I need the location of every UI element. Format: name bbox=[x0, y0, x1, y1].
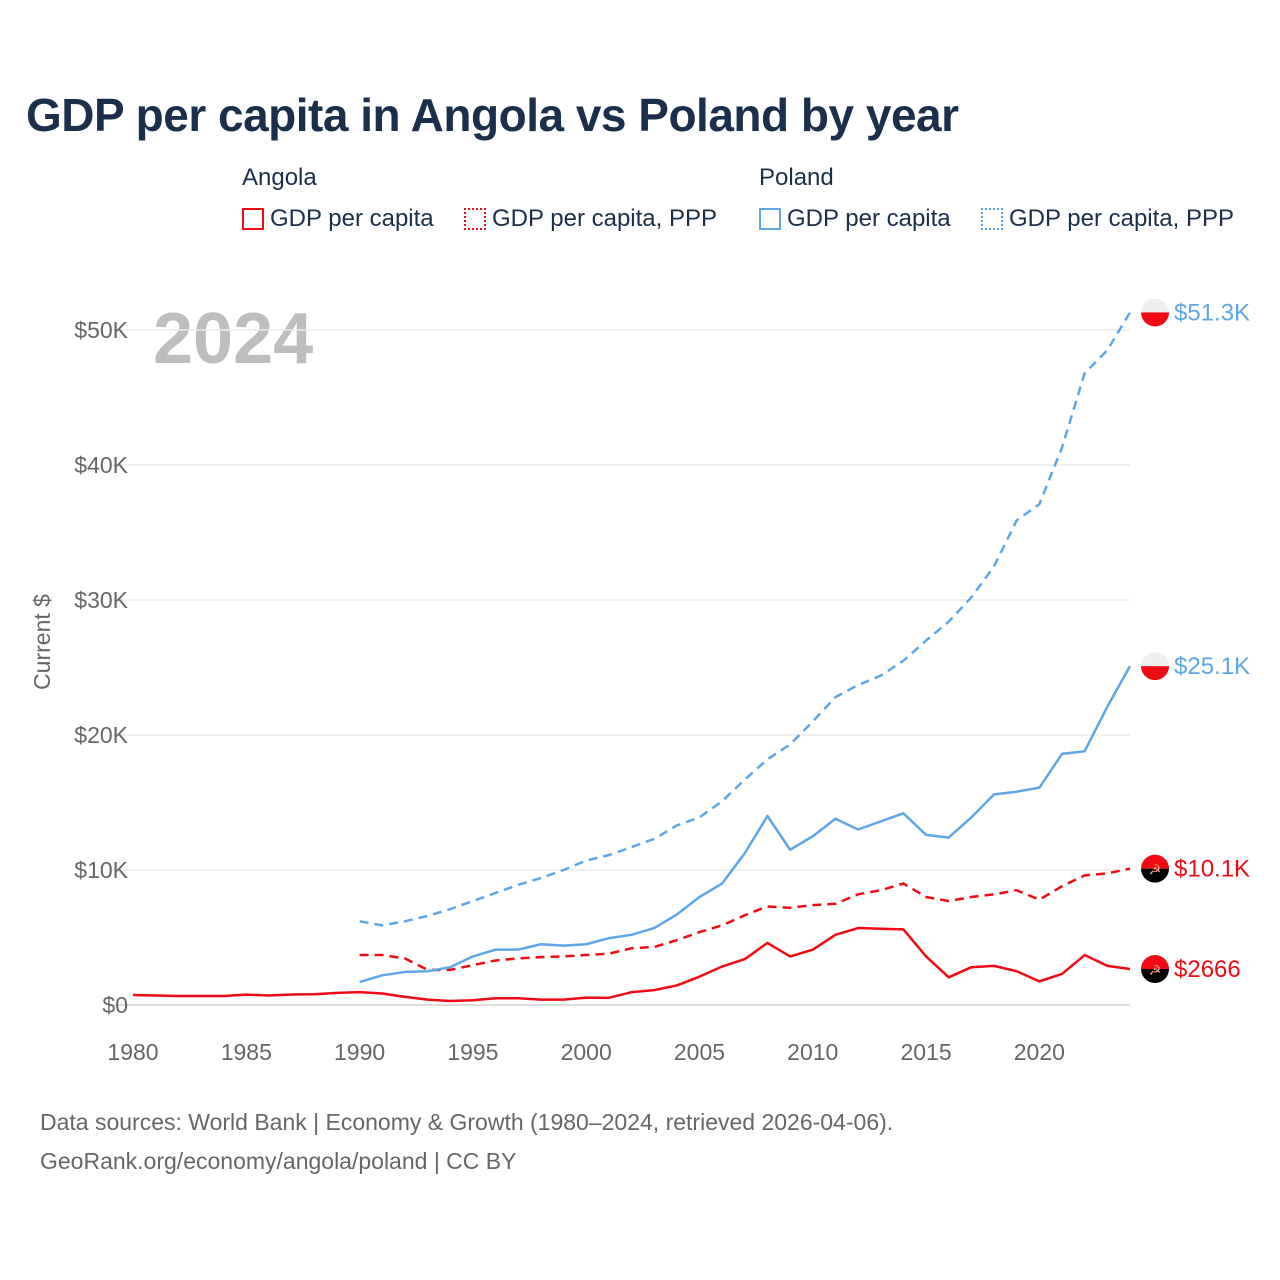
x-tick-label: 1980 bbox=[107, 1039, 158, 1065]
legend-poland-ppp[interactable]: GDP per capita, PPP bbox=[981, 205, 1234, 233]
legend-label: GDP per capita bbox=[787, 205, 951, 232]
legend-group-poland: Poland bbox=[759, 164, 834, 191]
legend-solid-swatch-icon bbox=[242, 208, 264, 230]
legend-label: GDP per capita bbox=[270, 205, 434, 232]
legend-solid-swatch-icon bbox=[759, 208, 781, 230]
x-tick-label: 1995 bbox=[447, 1039, 498, 1065]
x-tick-label: 1990 bbox=[334, 1039, 385, 1065]
legend-poland-gdp[interactable]: GDP per capita bbox=[759, 205, 951, 233]
end-value-label: $51.3K bbox=[1174, 299, 1250, 326]
y-tick-label: $40K bbox=[74, 452, 128, 478]
year-watermark: 2024 bbox=[153, 299, 313, 379]
y-tick-label: $20K bbox=[74, 722, 128, 748]
y-tick-label: $50K bbox=[74, 317, 128, 343]
x-tick-label: 2020 bbox=[1014, 1039, 1065, 1065]
end-value-label: $10.1K bbox=[1174, 856, 1250, 883]
legend-group-angola: Angola bbox=[242, 164, 317, 191]
y-tick-label: $30K bbox=[74, 587, 128, 613]
legend-angola-ppp[interactable]: GDP per capita, PPP bbox=[464, 205, 717, 233]
x-tick-label: 2005 bbox=[674, 1039, 725, 1065]
series-line-0 bbox=[132, 926, 1131, 1003]
source-line-1: Data sources: World Bank | Economy & Gro… bbox=[40, 1109, 894, 1135]
angola-flag-icon: ☭ bbox=[1141, 955, 1169, 984]
x-tick-label: 1985 bbox=[221, 1039, 272, 1065]
end-value-label: $25.1K bbox=[1174, 653, 1250, 680]
x-tick-label: 2010 bbox=[787, 1039, 838, 1065]
svg-text:☭: ☭ bbox=[1149, 962, 1162, 978]
y-tick-label: $0 bbox=[102, 992, 128, 1018]
series-line-1 bbox=[359, 867, 1131, 972]
angola-flag-icon: ☭ bbox=[1141, 854, 1169, 883]
chart-title: GDP per capita in Angola vs Poland by ye… bbox=[26, 89, 959, 141]
poland-flag-icon bbox=[1141, 298, 1169, 327]
legend-dotted-swatch-icon bbox=[981, 208, 1003, 230]
source-line-2[interactable]: GeoRank.org/economy/angola/poland | CC B… bbox=[40, 1148, 517, 1174]
series-line-2 bbox=[359, 665, 1132, 984]
legend-label: GDP per capita, PPP bbox=[1009, 205, 1234, 232]
x-tick-label: 2015 bbox=[900, 1039, 951, 1065]
y-axis-label: Current $ bbox=[29, 594, 55, 690]
legend-label: GDP per capita, PPP bbox=[492, 205, 717, 232]
series-line-3 bbox=[359, 311, 1132, 927]
poland-flag-icon bbox=[1141, 652, 1169, 681]
y-tick-label: $10K bbox=[74, 857, 128, 883]
svg-text:☭: ☭ bbox=[1149, 862, 1162, 878]
legend-dotted-swatch-icon bbox=[464, 208, 486, 230]
legend-angola-gdp[interactable]: GDP per capita bbox=[242, 205, 434, 233]
end-value-label: $2666 bbox=[1174, 956, 1241, 983]
x-tick-label: 2000 bbox=[561, 1039, 612, 1065]
